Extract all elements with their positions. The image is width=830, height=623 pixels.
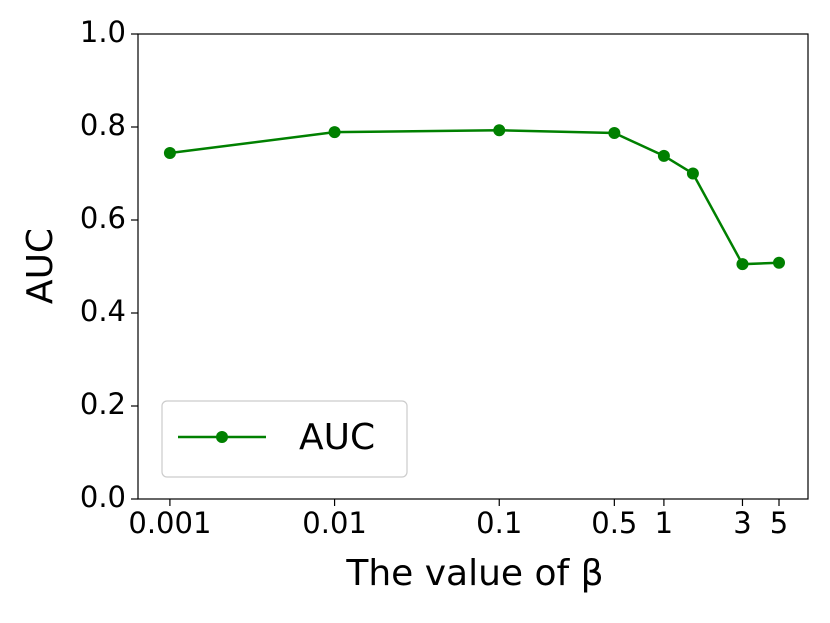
- y-tick-label: 0.4: [80, 294, 126, 328]
- line: [169, 129, 780, 266]
- point: [686, 167, 699, 180]
- y-tick-label: 1.0: [80, 15, 126, 49]
- x-tick-label: 0.5: [591, 506, 637, 540]
- plot-frame: [137, 33, 809, 500]
- x-tick-label: 0.01: [302, 506, 367, 540]
- legend-box: [161, 400, 408, 478]
- legend-label: AUC: [299, 417, 375, 458]
- y-tick-label: 0.8: [80, 108, 126, 142]
- point: [736, 258, 749, 271]
- x-tick-label: 0.1: [476, 506, 522, 540]
- point: [163, 147, 176, 160]
- point: [328, 126, 341, 139]
- x-tick-label: 3: [733, 506, 751, 540]
- point: [493, 124, 506, 137]
- legend-marker: [216, 431, 228, 443]
- y-axis-label: AUC: [20, 228, 61, 304]
- y-tick-label: 0.2: [80, 387, 126, 421]
- point: [657, 149, 670, 162]
- x-tick-label: 0.001: [128, 506, 211, 540]
- x-axis-label: The value of β: [345, 553, 603, 594]
- point: [773, 256, 786, 269]
- x-tick-label: 1: [655, 506, 673, 540]
- y-tick-label: 0.6: [80, 201, 126, 235]
- y-tick-label: 0.0: [80, 480, 126, 514]
- x-tick-label: 5: [770, 506, 788, 540]
- point: [608, 127, 621, 140]
